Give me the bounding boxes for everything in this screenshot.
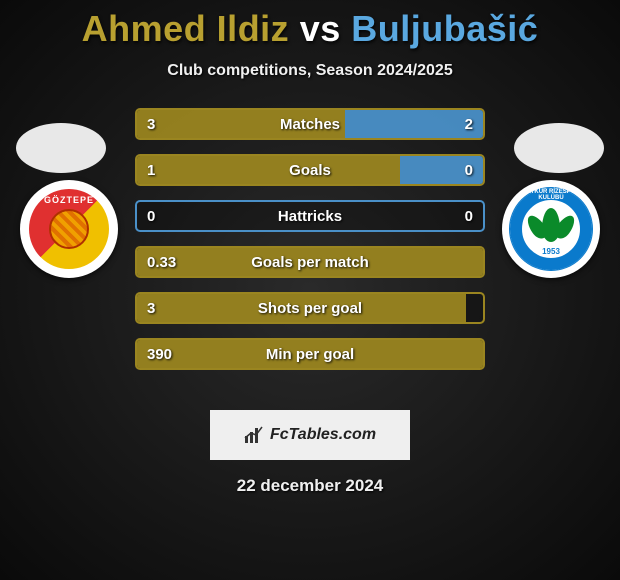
rizespor-crest: ÇAYKUR RİZESPOR KULÜBÜ 1953	[509, 187, 593, 271]
team2-logo: ÇAYKUR RİZESPOR KULÜBÜ 1953	[502, 180, 600, 278]
stat-label: Goals per match	[137, 248, 483, 276]
watermark-text: FcTables.com	[270, 426, 376, 444]
stat-value-p2: 0	[455, 202, 483, 230]
stat-row: 390Min per goal	[135, 338, 485, 370]
rizespor-year: 1953	[542, 247, 560, 256]
stat-value-p2	[463, 340, 483, 368]
player2-name: Buljubašić	[351, 8, 538, 49]
player1-photo	[16, 123, 106, 173]
tea-leaf-icon	[542, 208, 560, 242]
stat-label: Shots per goal	[137, 294, 483, 322]
stat-row: 3Shots per goal	[135, 292, 485, 324]
stat-value-p2: 2	[455, 110, 483, 138]
watermark[interactable]: FcTables.com	[210, 410, 410, 460]
goztepe-crest: GÖZTEPE	[29, 189, 109, 269]
comparison-date: 22 december 2024	[0, 476, 620, 496]
player2-photo	[514, 123, 604, 173]
stat-value-p2	[463, 248, 483, 276]
stat-row: 1Goals0	[135, 154, 485, 186]
vs-separator: vs	[300, 8, 341, 49]
stat-value-p2: 0	[455, 156, 483, 184]
season-subtitle: Club competitions, Season 2024/2025	[0, 62, 620, 80]
chart-icon	[244, 426, 266, 444]
stat-row: 3Matches2	[135, 108, 485, 140]
comparison-title: Ahmed Ildiz vs Buljubašić	[0, 0, 620, 50]
goztepe-label: GÖZTEPE	[44, 195, 94, 205]
stat-row: 0Hattricks0	[135, 200, 485, 232]
stat-label: Matches	[137, 110, 483, 138]
stat-bars-container: 3Matches21Goals00Hattricks00.33Goals per…	[135, 108, 485, 384]
comparison-arena: GÖZTEPE ÇAYKUR RİZESPOR KULÜBÜ 1953 3Mat…	[0, 108, 620, 398]
stat-row: 0.33Goals per match	[135, 246, 485, 278]
stat-value-p2	[463, 294, 483, 322]
rizespor-arc-text: ÇAYKUR RİZESPOR KULÜBÜ	[510, 189, 592, 201]
stat-label: Min per goal	[137, 340, 483, 368]
stat-label: Goals	[137, 156, 483, 184]
team1-logo: GÖZTEPE	[20, 180, 118, 278]
stat-label: Hattricks	[137, 202, 483, 230]
player1-name: Ahmed Ildiz	[82, 8, 290, 49]
